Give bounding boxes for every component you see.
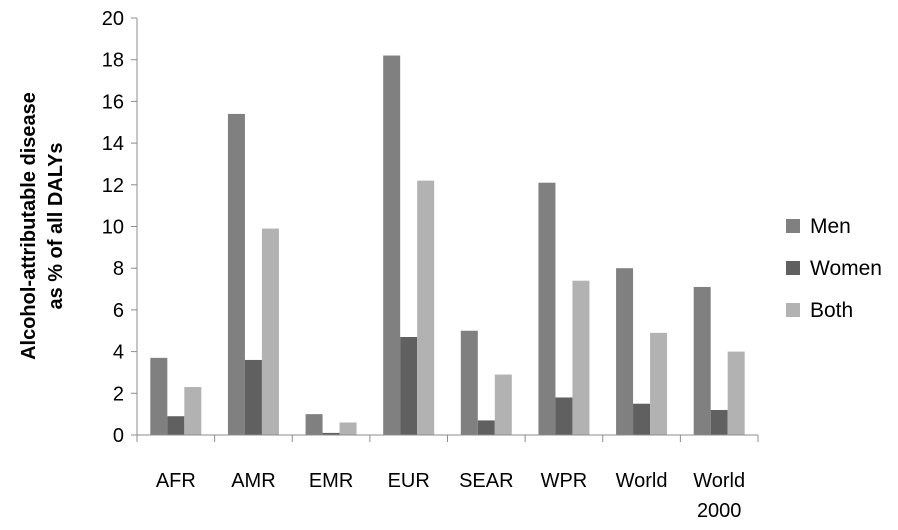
- bar-women: [244, 359, 262, 435]
- x-tick-label: AFR: [156, 470, 196, 492]
- bar-women: [167, 416, 185, 435]
- y-axis: 0 2 4 6 8 10 12 14 16 18 20: [102, 8, 138, 447]
- bar-men: [616, 268, 634, 435]
- bars: [150, 55, 745, 435]
- bar-men: [693, 286, 711, 435]
- bar-both: [339, 422, 357, 435]
- x-tick-label-line: WPR: [541, 470, 588, 492]
- legend: Men Women Both: [786, 215, 882, 322]
- y-tick-label: 4: [113, 342, 124, 364]
- x-axis: AFR AMR EMR EUR SEAR WPR World World 2000: [136, 434, 759, 522]
- bar-women: [555, 397, 573, 435]
- bar-men: [460, 330, 478, 435]
- bar-both: [261, 228, 279, 435]
- y-tick-label: 0: [113, 425, 124, 447]
- bar-women: [633, 403, 651, 435]
- y-axis-title: Alcohol-attributable disease as % of all …: [18, 92, 67, 360]
- y-tick-label: 12: [102, 175, 124, 197]
- x-tick-label-line: World: [616, 470, 668, 492]
- bar-women: [400, 337, 418, 435]
- x-tick-label-line: EMR: [309, 470, 353, 492]
- x-tick-label: SEAR: [459, 470, 513, 492]
- legend-label-both: Both: [810, 299, 853, 322]
- x-tick-label-line: 2000: [697, 500, 742, 522]
- bar-both: [572, 280, 590, 435]
- y-tick-label: 16: [102, 91, 124, 113]
- y-tick-label: 10: [102, 217, 124, 239]
- x-tick-label-line: EUR: [388, 470, 430, 492]
- legend-swatch-women: [786, 261, 800, 275]
- bar-both: [727, 351, 745, 435]
- x-tick-label: EUR: [388, 470, 430, 492]
- x-tick-label: AMR: [231, 470, 275, 492]
- y-tick-label: 20: [102, 8, 124, 30]
- bar-both: [650, 332, 668, 435]
- bar-men: [383, 55, 401, 435]
- y-axis-title-line: as % of all DALYs: [45, 142, 67, 309]
- y-tick-label: 6: [113, 300, 124, 322]
- y-axis-title-line: Alcohol-attributable disease: [18, 92, 40, 360]
- legend-label-men: Men: [810, 215, 851, 238]
- bar-men: [227, 113, 245, 435]
- legend-swatch-men: [786, 219, 800, 233]
- x-tick-label: World: [616, 470, 668, 492]
- legend-label-women: Women: [810, 257, 882, 280]
- y-axis-label: Alcohol-attributable disease as % of all …: [18, 92, 67, 360]
- legend-swatch-both: [786, 303, 800, 317]
- bar-women: [710, 409, 728, 435]
- x-tick-label: EMR: [309, 470, 353, 492]
- x-tick-label-line: SEAR: [459, 470, 513, 492]
- bar-men: [305, 414, 323, 435]
- bar-women: [477, 420, 495, 435]
- x-tick-label-line: AMR: [231, 470, 275, 492]
- y-tick-label: 18: [102, 50, 124, 72]
- y-tick-label: 14: [102, 133, 124, 155]
- x-tick-label-line: World: [693, 470, 745, 492]
- y-tick-label: 2: [113, 383, 124, 405]
- bar-women: [322, 432, 340, 435]
- bar-men: [538, 182, 556, 435]
- x-tick-label-line: AFR: [156, 470, 196, 492]
- y-tick-label: 8: [113, 258, 124, 280]
- x-tick-label: World 2000: [693, 470, 745, 522]
- bar-both: [494, 374, 512, 435]
- x-tick-label: WPR: [541, 470, 588, 492]
- bar-both: [184, 387, 202, 435]
- bar-both: [417, 180, 435, 435]
- bar-men: [150, 357, 168, 435]
